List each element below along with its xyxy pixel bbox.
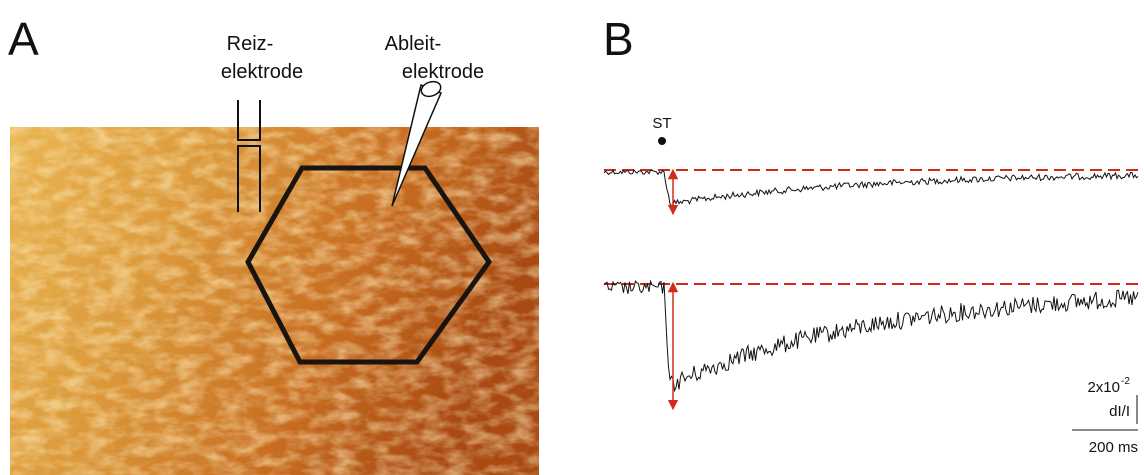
scale-text: dI/I	[1109, 403, 1130, 420]
hexagon	[245, 165, 493, 365]
stimulus-dot	[658, 137, 666, 145]
electrode-label: elektrode	[402, 61, 484, 83]
recording-electrode	[391, 80, 442, 207]
panel-label: A	[8, 13, 39, 65]
scale-bar	[1072, 395, 1138, 431]
panel-label: B	[603, 13, 634, 65]
electrode-label: Ableit-	[385, 33, 442, 55]
stimulus-electrode	[237, 100, 261, 212]
scale-text: 200 ms	[1089, 439, 1138, 456]
trace	[603, 279, 1139, 393]
scale-exponent: -2	[1121, 376, 1130, 387]
trace	[603, 169, 1139, 207]
micrograph	[10, 127, 539, 475]
stimulus-label: ST	[652, 115, 671, 132]
scale-text: 2x10	[1087, 379, 1120, 396]
electrode-label: Reiz-	[227, 33, 274, 55]
electrode-label: elektrode	[221, 61, 303, 83]
